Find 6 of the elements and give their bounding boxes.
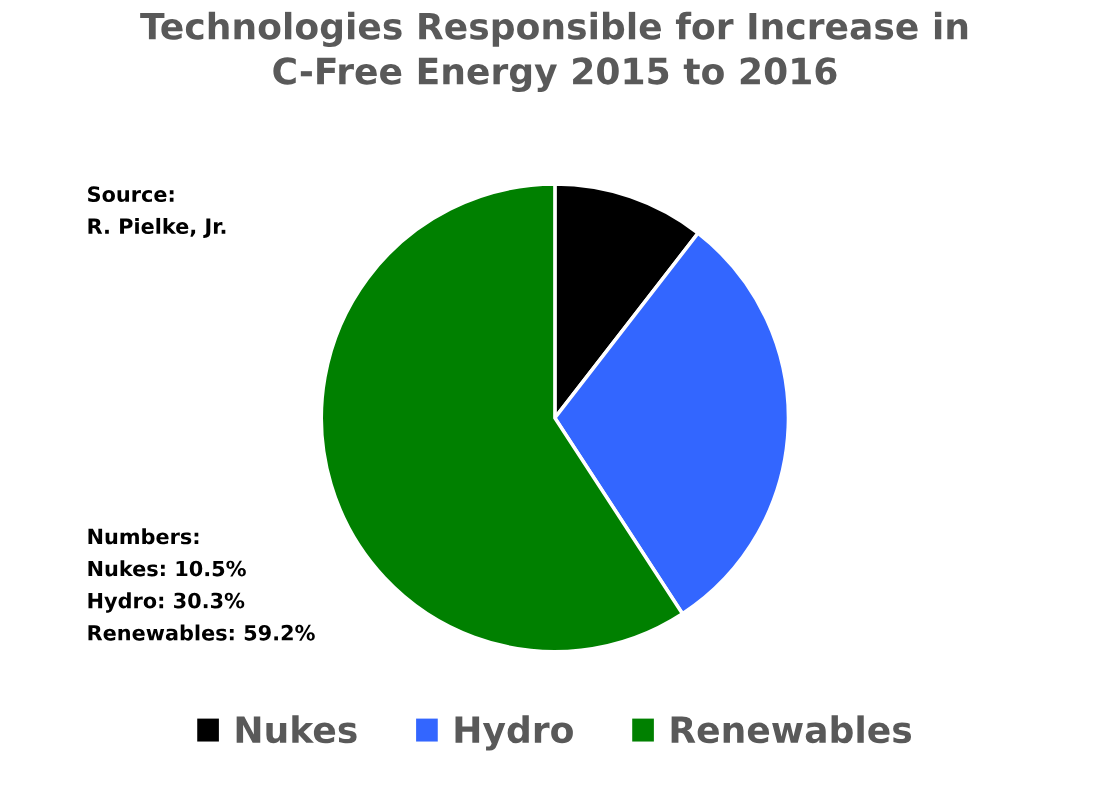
source-note: Source: R. Pielke, Jr. (88, 186, 226, 238)
legend-label: Nukes (236, 715, 357, 744)
chart-title: Technologies Responsible for Increase in C-Free Energy 2015 to 2016 (140, 11, 968, 92)
legend-label: Hydro (455, 715, 573, 751)
legend-label: Renewables (671, 715, 912, 744)
text: Numbers: Nukes: 10.5% Hydro: 30.3% Renewables: 59.2% (88, 528, 315, 641)
